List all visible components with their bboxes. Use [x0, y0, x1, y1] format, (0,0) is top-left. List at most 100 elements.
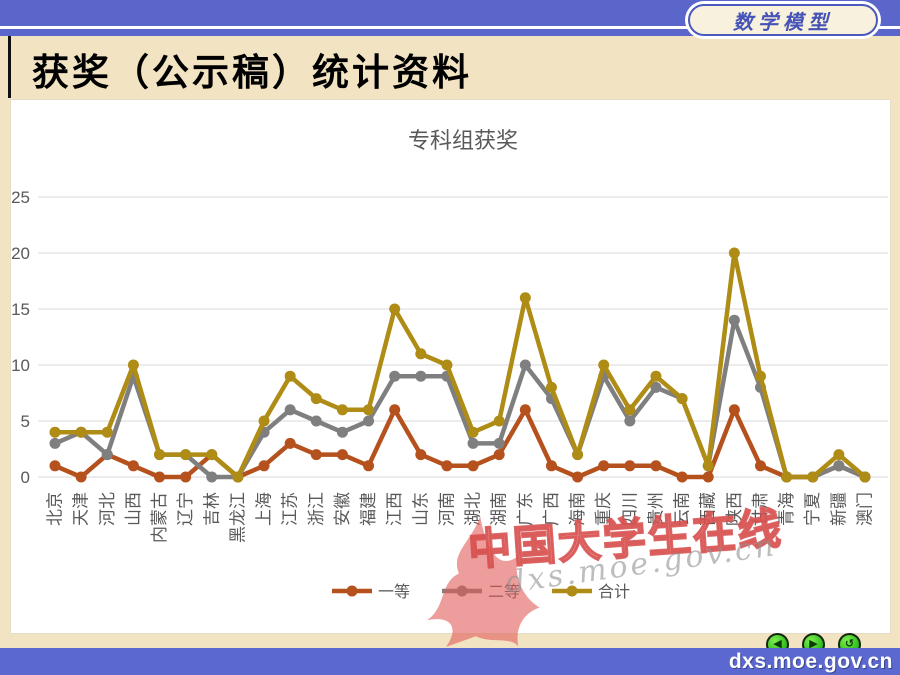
- data-point-marker: [415, 348, 427, 360]
- y-axis-tick-label: 0: [21, 468, 30, 487]
- x-axis-tick-label: 山西: [124, 492, 143, 526]
- data-point-marker: [650, 370, 662, 382]
- x-axis-tick-label: 黑龙江: [228, 492, 247, 543]
- data-point-marker: [519, 359, 531, 371]
- x-axis-tick-label: 新疆: [829, 492, 848, 526]
- data-point-marker: [624, 460, 636, 472]
- data-point-marker: [258, 415, 270, 427]
- data-point-marker: [598, 359, 610, 371]
- data-point-marker: [859, 471, 871, 483]
- x-axis-tick-label: 海南: [568, 492, 587, 526]
- data-point-marker: [363, 415, 375, 427]
- x-axis-tick-label: 浙江: [307, 492, 326, 526]
- x-axis-tick-label: 河北: [98, 492, 117, 526]
- y-axis-tick-label: 20: [11, 244, 30, 263]
- data-point-marker: [310, 449, 322, 461]
- data-point-marker: [415, 449, 427, 461]
- footer-url: dxs.moe.gov.cn: [728, 650, 893, 673]
- data-point-marker: [284, 437, 296, 449]
- data-point-marker: [336, 449, 348, 461]
- x-axis-tick-label: 甘肃: [751, 492, 770, 526]
- x-axis-tick-label: 湖北: [464, 492, 483, 526]
- data-point-marker: [519, 292, 531, 304]
- x-axis-tick-label: 广东: [516, 492, 535, 526]
- x-axis-tick-label: 宁夏: [803, 492, 822, 526]
- return-icon: ↺: [844, 638, 855, 650]
- data-point-marker: [284, 370, 296, 382]
- data-point-marker: [493, 437, 505, 449]
- legend-label: 一等: [378, 583, 410, 601]
- series-line: [52, 317, 868, 480]
- page-title: 获奖（公示稿）统计资料: [32, 52, 472, 93]
- data-point-marker: [467, 437, 479, 449]
- data-point-marker: [650, 460, 662, 472]
- data-point-marker: [676, 471, 688, 483]
- x-axis-tick-label: 辽宁: [176, 492, 195, 526]
- x-axis-tick-label: 贵州: [646, 492, 665, 526]
- x-axis-tick-label: 青海: [777, 492, 796, 526]
- series-total: [49, 247, 871, 483]
- data-point-marker: [154, 449, 166, 461]
- data-point-marker: [572, 449, 584, 461]
- data-point-marker: [75, 471, 87, 483]
- data-point-marker: [180, 471, 192, 483]
- data-point-marker: [389, 303, 401, 315]
- data-point-marker: [154, 471, 166, 483]
- data-point-marker: [728, 404, 740, 416]
- x-axis-tick-label: 天津: [72, 492, 91, 526]
- footer-bar: [0, 648, 900, 675]
- x-axis-tick-label: 澳门: [856, 492, 875, 526]
- data-point-marker: [336, 426, 348, 438]
- title-rule: [8, 36, 11, 98]
- data-point-marker: [545, 460, 557, 472]
- data-point-marker: [363, 404, 375, 416]
- data-point-marker: [206, 449, 218, 461]
- data-point-marker: [728, 247, 740, 259]
- logo-text: 数学模型: [733, 9, 833, 34]
- data-point-marker: [598, 460, 610, 472]
- data-point-marker: [284, 404, 296, 416]
- data-point-marker: [75, 426, 87, 438]
- data-point-marker: [493, 449, 505, 461]
- data-point-marker: [49, 460, 61, 472]
- data-point-marker: [702, 471, 714, 483]
- header-divider: [0, 26, 900, 29]
- series-line: [52, 407, 868, 480]
- data-point-marker: [519, 404, 531, 416]
- x-axis-tick-label: 重庆: [594, 492, 613, 526]
- data-point-marker: [258, 460, 270, 472]
- data-point-marker: [676, 393, 688, 405]
- x-axis-tick-label: 吉林: [202, 492, 221, 526]
- data-point-marker: [415, 370, 427, 382]
- data-point-marker: [206, 471, 218, 483]
- data-point-marker: [807, 471, 819, 483]
- watermark-flame-icon: [427, 516, 540, 647]
- data-point-marker: [728, 314, 740, 326]
- data-point-marker: [754, 370, 766, 382]
- x-axis-tick-label: 安徽: [333, 492, 352, 526]
- x-axis-tick-label: 山东: [411, 492, 430, 526]
- legend-swatch-marker: [566, 585, 578, 597]
- x-axis-tick-label: 江西: [385, 492, 404, 526]
- y-axis-tick-label: 5: [21, 412, 30, 431]
- data-point-marker: [127, 460, 139, 472]
- x-axis-tick-label: 内蒙古: [150, 492, 169, 543]
- data-point-marker: [624, 415, 636, 427]
- data-point-marker: [781, 471, 793, 483]
- data-point-marker: [310, 415, 322, 427]
- data-point-marker: [127, 359, 139, 371]
- x-axis-tick-label: 上海: [255, 492, 274, 526]
- data-point-marker: [624, 404, 636, 416]
- data-point-marker: [650, 381, 662, 393]
- data-point-marker: [467, 460, 479, 472]
- data-point-marker: [467, 426, 479, 438]
- data-point-marker: [702, 460, 714, 472]
- data-point-marker: [493, 415, 505, 427]
- data-point-marker: [310, 393, 322, 405]
- data-point-marker: [49, 437, 61, 449]
- data-point-marker: [180, 449, 192, 461]
- x-axis-tick-label: 河南: [437, 492, 456, 526]
- data-point-marker: [572, 471, 584, 483]
- x-axis-tick-label: 湖南: [490, 492, 509, 526]
